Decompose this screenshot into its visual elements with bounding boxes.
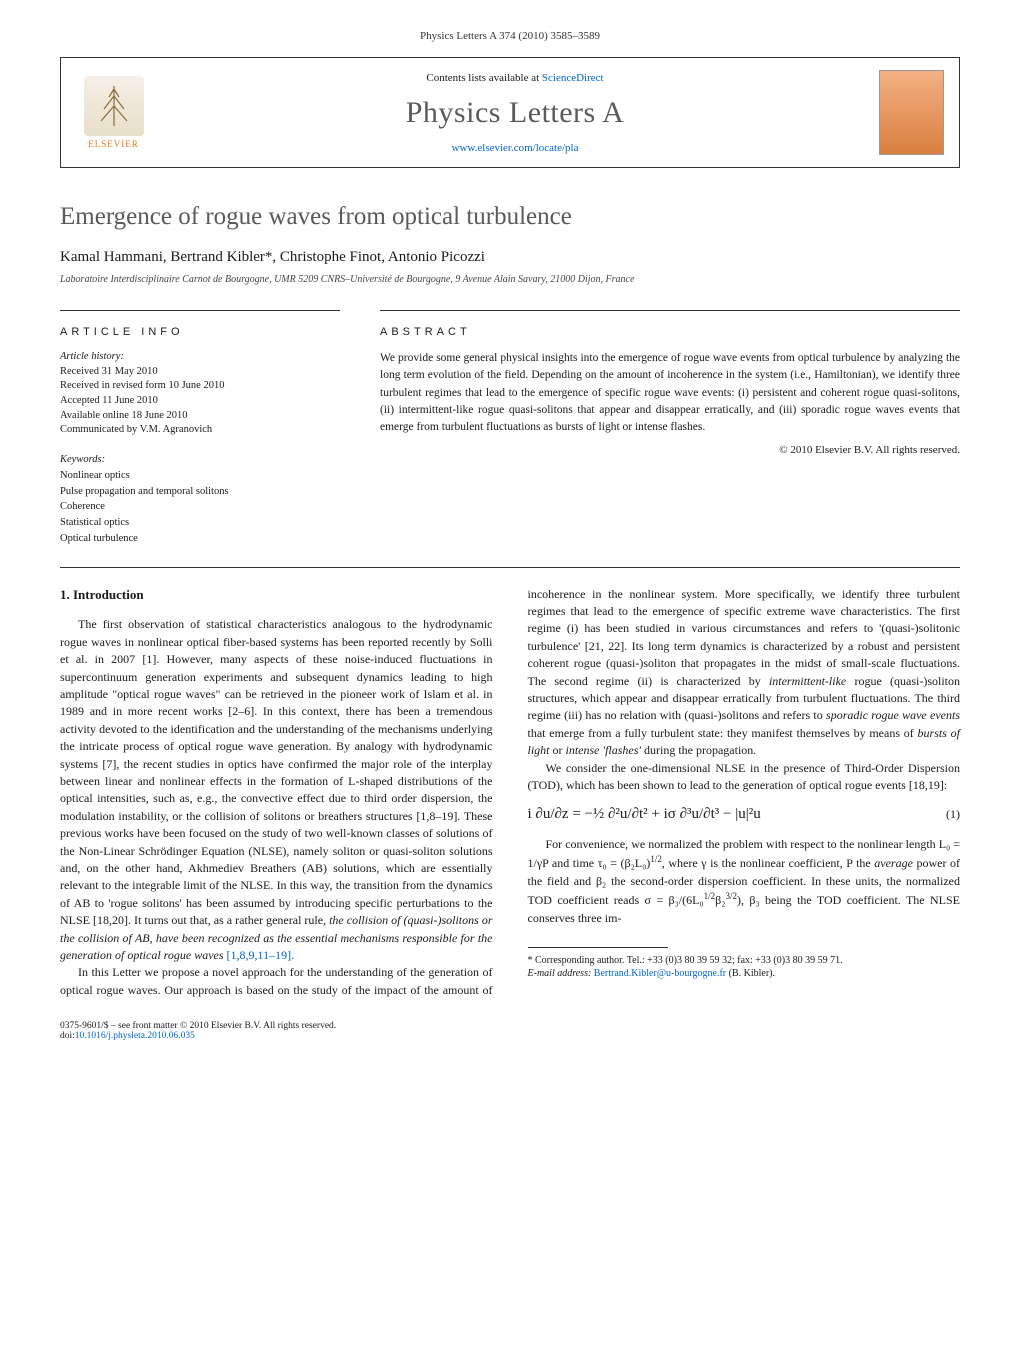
abstract-column: ABSTRACT We provide some general physica…	[380, 310, 960, 547]
p2-text: during the propagation.	[641, 743, 756, 757]
paragraph-4: For convenience, we normalized the probl…	[528, 836, 961, 927]
keyword: Nonlinear optics	[60, 468, 340, 484]
sciencedirect-link[interactable]: ScienceDirect	[542, 72, 604, 84]
keyword: Coherence	[60, 499, 340, 515]
keywords-block: Keywords: Nonlinear optics Pulse propaga…	[60, 452, 340, 547]
footnote-separator	[528, 947, 668, 948]
contents-lists-line: Contents lists available at ScienceDirec…	[151, 72, 879, 84]
banner-center: Contents lists available at ScienceDirec…	[151, 72, 879, 154]
page-footer: 0375-9601/$ – see front matter © 2010 El…	[60, 1021, 960, 1041]
contents-prefix: Contents lists available at	[426, 72, 541, 84]
article-info-column: ARTICLE INFO Article history: Received 3…	[60, 310, 340, 547]
paragraph-3: We consider the one-dimensional NLSE in …	[528, 760, 961, 795]
journal-url[interactable]: www.elsevier.com/locate/pla	[151, 142, 879, 154]
article-title: Emergence of rogue waves from optical tu…	[60, 203, 960, 231]
section-1-heading: 1. Introduction	[60, 586, 493, 605]
equation-1-row: i ∂u/∂z = −½ ∂²u/∂t² + iσ ∂³u/∂t³ − |u|²…	[528, 804, 961, 826]
journal-name: Physics Letters A	[151, 96, 879, 130]
p4-sup: 1/2	[650, 854, 662, 864]
history-line: Received 31 May 2010	[60, 365, 340, 380]
keyword: Optical turbulence	[60, 531, 340, 547]
equation-1: i ∂u/∂z = −½ ∂²u/∂t² + iσ ∂³u/∂t³ − |u|²…	[528, 804, 761, 826]
email-name: (B. Kibler).	[726, 968, 775, 979]
affiliation: Laboratoire Interdisciplinaire Carnot de…	[60, 274, 960, 285]
footer-copyright: 0375-9601/$ – see front matter © 2010 El…	[60, 1021, 336, 1031]
history-line: Received in revised form 10 June 2010	[60, 379, 340, 394]
footnote-corr: * Corresponding author. Tel.: +33 (0)3 8…	[528, 954, 961, 967]
history-line: Accepted 11 June 2010	[60, 394, 340, 409]
abstract-copyright: © 2010 Elsevier B.V. All rights reserved…	[380, 444, 960, 456]
p4-text: β₂	[715, 893, 725, 907]
paragraph-1: The first observation of statistical cha…	[60, 616, 493, 964]
p1-refs[interactable]: [1,8,9,11–19].	[224, 948, 295, 962]
p2-text: or	[550, 743, 566, 757]
elsevier-text: ELSEVIER	[88, 139, 139, 149]
footer-left: 0375-9601/$ – see front matter © 2010 El…	[60, 1021, 336, 1041]
doi-link[interactable]: 10.1016/j.physleta.2010.06.035	[75, 1031, 195, 1041]
p4-sup: 3/2	[725, 891, 737, 901]
authors-line: Kamal Hammani, Bertrand Kibler*, Christo…	[60, 249, 960, 266]
journal-cover-thumbnail	[879, 70, 944, 155]
article-history-block: Article history: Received 31 May 2010 Re…	[60, 350, 340, 438]
abstract-heading: ABSTRACT	[380, 326, 960, 338]
p4-sup: 1/2	[704, 891, 716, 901]
keywords-label: Keywords:	[60, 452, 340, 468]
elsevier-tree-icon	[84, 76, 144, 136]
keyword: Statistical optics	[60, 515, 340, 531]
p2-italic1: intermittent-like	[769, 674, 846, 688]
p4-text: , where γ is the nonlinear coefficient, …	[662, 856, 874, 870]
history-line: Available online 18 June 2010	[60, 409, 340, 424]
p2-italic2: sporadic rogue wave events	[826, 708, 960, 722]
divider	[60, 567, 960, 568]
history-label: Article history:	[60, 350, 340, 365]
author-email-link[interactable]: Bertrand.Kibler@u-bourgogne.fr	[594, 968, 726, 979]
email-label: E-mail address:	[528, 968, 592, 979]
p2-text: that emerge from a fully turbulent state…	[528, 726, 918, 740]
info-abstract-row: ARTICLE INFO Article history: Received 3…	[60, 310, 960, 547]
journal-banner: ELSEVIER Contents lists available at Sci…	[60, 57, 960, 168]
doi-label: doi:	[60, 1031, 75, 1041]
body-two-column: 1. Introduction The first observation of…	[60, 586, 960, 999]
article-info-heading: ARTICLE INFO	[60, 326, 340, 338]
p2-italic4: intense 'flashes'	[566, 743, 641, 757]
abstract-text: We provide some general physical insight…	[380, 350, 960, 436]
corresponding-author-footnote: * Corresponding author. Tel.: +33 (0)3 8…	[528, 954, 961, 980]
keyword: Pulse propagation and temporal solitons	[60, 484, 340, 500]
equation-1-number: (1)	[946, 806, 960, 823]
history-line: Communicated by V.M. Agranovich	[60, 423, 340, 438]
p1-text: The first observation of statistical cha…	[60, 617, 493, 927]
elsevier-logo: ELSEVIER	[76, 70, 151, 155]
p4-italic: average	[874, 856, 913, 870]
journal-running-header: Physics Letters A 374 (2010) 3585–3589	[60, 30, 960, 42]
